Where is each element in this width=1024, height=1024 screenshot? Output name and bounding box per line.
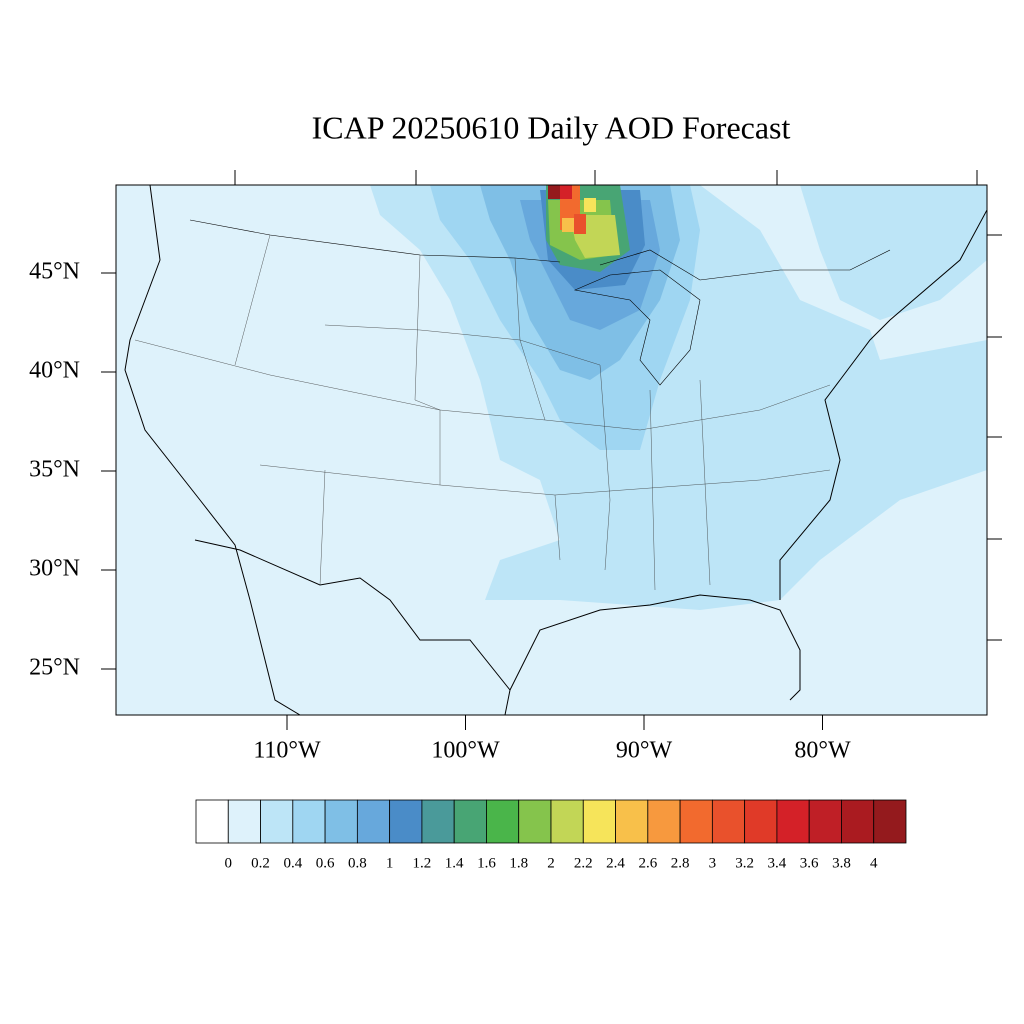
colorbar-box <box>679 799 713 844</box>
colorbar-label: 0.8 <box>348 855 367 871</box>
colorbar-box <box>776 799 810 844</box>
colorbar-label: 1.6 <box>477 855 496 871</box>
colorbar-label: 3.8 <box>832 855 851 871</box>
colorbar-label: 3 <box>709 855 717 871</box>
title: ICAP 20250610 Daily AOD Forecast <box>312 109 791 145</box>
lat-label: 35°N <box>29 457 80 483</box>
colorbar-box <box>292 799 326 844</box>
colorbar-box <box>711 799 746 844</box>
colorbar-label: 1 <box>386 855 394 871</box>
colorbar-label: 2.6 <box>638 855 657 871</box>
colorbar-label: 2 <box>547 855 555 871</box>
great-lakes <box>573 269 701 386</box>
lon-label: 100°W <box>431 738 500 764</box>
lat-label: 45°N <box>29 259 80 285</box>
aod-region <box>800 185 987 320</box>
colorbar-box <box>615 799 649 844</box>
colorbar-label: 2.4 <box>606 855 625 871</box>
colorbar-label: 4 <box>870 855 878 871</box>
colorbar-box <box>841 799 875 844</box>
frame-ticks <box>234 170 1002 641</box>
colorbar-label: 1.8 <box>509 855 528 871</box>
colorbar-box <box>647 799 681 844</box>
aod-region <box>562 218 574 232</box>
coastline <box>124 185 987 715</box>
colorbar-box <box>260 799 294 844</box>
colorbar-box <box>227 799 261 844</box>
map-frame <box>115 184 988 716</box>
colorbar-box <box>808 799 842 844</box>
aod-region <box>584 198 596 212</box>
colorbar-box <box>421 799 455 844</box>
colorbar-box <box>324 799 358 844</box>
lat-label: 30°N <box>29 556 80 582</box>
colorbar-box <box>873 799 907 844</box>
colorbar-label: 2.8 <box>671 855 690 871</box>
colorbar-box <box>356 799 391 844</box>
lon-label: 90°W <box>616 738 673 764</box>
lat-label: 25°N <box>29 655 80 681</box>
colorbar-label: 3.6 <box>800 855 819 871</box>
lon-label: 80°W <box>794 738 851 764</box>
aod-region <box>574 214 586 234</box>
map-area <box>116 185 987 715</box>
colorbar-label: 2.2 <box>574 855 593 871</box>
aod-region <box>560 185 572 199</box>
colorbar-box <box>582 799 616 844</box>
colorbar-box <box>389 799 423 844</box>
colorbar-box <box>195 799 229 844</box>
colorbar-box <box>453 799 487 844</box>
colorbar-box <box>518 799 552 844</box>
colorbar-label: 1.4 <box>445 855 464 871</box>
colorbar-box <box>550 799 584 844</box>
lon-label: 110°W <box>253 738 321 764</box>
state-borders <box>134 234 831 591</box>
colorbar-box <box>744 799 778 844</box>
colorbar-label: 0.2 <box>251 855 270 871</box>
colorbar-label: 0.4 <box>283 855 302 871</box>
lat-label: 40°N <box>29 358 80 384</box>
colorbar-label: 3.2 <box>735 855 754 871</box>
colorbar-label: 0 <box>225 855 233 871</box>
colorbar-label: 3.4 <box>768 855 787 871</box>
aod-region <box>548 185 560 199</box>
colorbar-label: 1.2 <box>413 855 432 871</box>
colorbar-label: 0.6 <box>316 855 335 871</box>
colorbar-box <box>486 799 520 844</box>
